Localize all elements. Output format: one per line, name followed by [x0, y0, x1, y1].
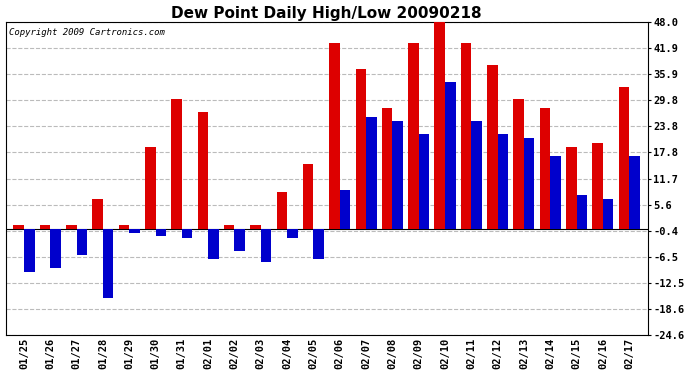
Bar [487, 65, 497, 229]
Bar [208, 229, 219, 260]
Bar [339, 190, 351, 229]
Bar [629, 156, 640, 229]
Bar [92, 199, 103, 229]
Bar [419, 134, 429, 229]
Bar [182, 229, 193, 238]
Bar [303, 164, 313, 229]
Bar [224, 225, 235, 229]
Bar [408, 44, 419, 229]
Bar [566, 147, 577, 229]
Text: Copyright 2009 Cartronics.com: Copyright 2009 Cartronics.com [9, 28, 165, 37]
Bar [24, 229, 34, 272]
Bar [277, 192, 287, 229]
Bar [287, 229, 297, 238]
Bar [40, 225, 50, 229]
Bar [603, 199, 613, 229]
Bar [145, 147, 155, 229]
Bar [235, 229, 245, 251]
Bar [497, 134, 508, 229]
Bar [366, 117, 377, 229]
Bar [66, 225, 77, 229]
Bar [329, 44, 339, 229]
Bar [540, 108, 550, 229]
Bar [577, 195, 587, 229]
Bar [103, 229, 113, 298]
Bar [435, 22, 445, 229]
Bar [471, 121, 482, 229]
Bar [393, 121, 403, 229]
Title: Dew Point Daily High/Low 20090218: Dew Point Daily High/Low 20090218 [171, 6, 482, 21]
Bar [524, 138, 535, 229]
Bar [171, 99, 182, 229]
Bar [13, 225, 24, 229]
Bar [77, 229, 87, 255]
Bar [513, 99, 524, 229]
Bar [197, 112, 208, 229]
Bar [250, 225, 261, 229]
Bar [261, 229, 271, 261]
Bar [619, 87, 629, 229]
Bar [445, 82, 455, 229]
Bar [155, 229, 166, 236]
Bar [313, 229, 324, 260]
Bar [461, 44, 471, 229]
Bar [355, 69, 366, 229]
Bar [593, 143, 603, 229]
Bar [550, 156, 561, 229]
Bar [129, 229, 140, 234]
Bar [382, 108, 393, 229]
Bar [50, 229, 61, 268]
Bar [119, 225, 129, 229]
